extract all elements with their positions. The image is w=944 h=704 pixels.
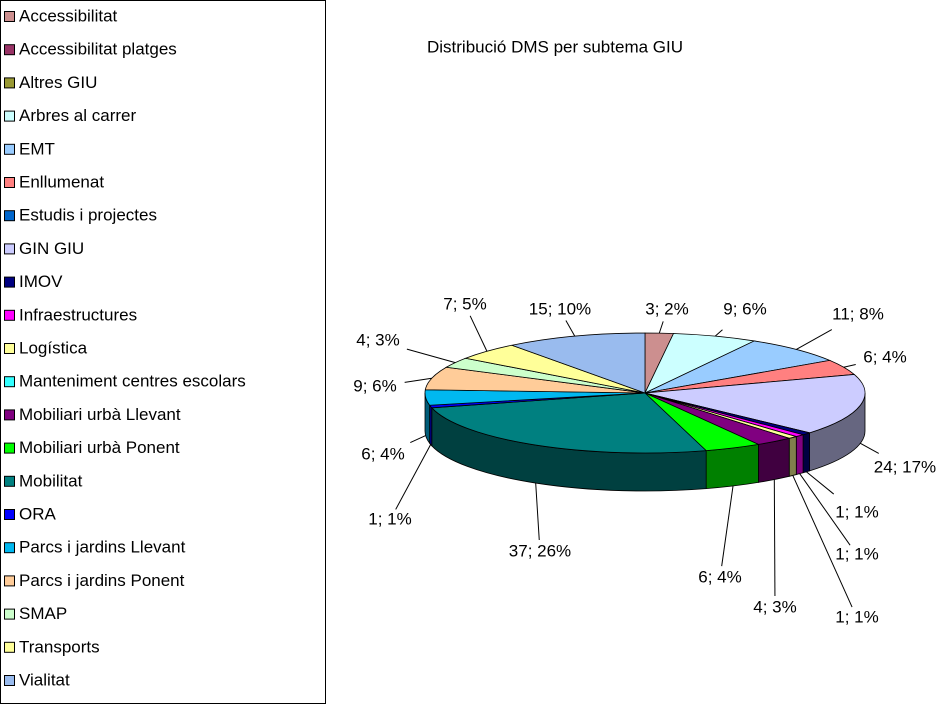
legend-swatch — [4, 575, 15, 587]
legend-swatch — [4, 77, 15, 89]
slice-side — [758, 437, 790, 483]
leader-line — [806, 471, 835, 495]
legend-swatch — [4, 110, 15, 122]
legend-swatch — [4, 542, 15, 554]
legend-swatch — [4, 343, 15, 354]
legend-label: Parcs i jardins Ponent — [19, 571, 185, 590]
legend-label: Mobiliari urbà Llevant — [19, 405, 181, 424]
legend-label: GIN GIU — [19, 239, 84, 258]
legend-label: Accessibilitat platges — [19, 40, 177, 59]
legend-label: Parcs i jardins Llevant — [19, 538, 186, 557]
legend-swatch — [4, 442, 15, 454]
slice — [644, 340, 832, 394]
leader-line — [714, 329, 723, 337]
leader-line — [404, 377, 432, 383]
data-label: 7; 5% — [443, 294, 486, 313]
legend-swatch — [4, 475, 15, 487]
data-label: 4; 3% — [356, 330, 399, 349]
legend-swatch — [4, 309, 15, 321]
leader-line — [773, 479, 776, 597]
leader-line — [860, 442, 880, 454]
slice-side — [795, 434, 804, 476]
leader-line — [792, 475, 853, 608]
legend-label: EMT — [19, 139, 55, 158]
legend-swatch — [4, 210, 15, 222]
slice — [430, 392, 708, 454]
leader-line — [658, 321, 664, 334]
legend-label: SMAP — [19, 604, 67, 623]
data-label: 9; 6% — [353, 376, 396, 395]
legend-swatch — [4, 608, 15, 620]
legend-swatch — [4, 143, 15, 155]
legend-swatch — [4, 509, 15, 520]
data-label: 1; 1% — [835, 502, 878, 521]
legend-label: Estudis i projectes — [19, 206, 157, 225]
legend-label: IMOV — [19, 272, 63, 291]
data-label: 4; 3% — [753, 597, 796, 616]
legend-label: Transports — [19, 637, 100, 656]
legend-box — [0, 0, 326, 704]
legend-swatch — [4, 177, 15, 188]
legend-label: Mobilitat — [19, 471, 83, 490]
legend-swatch — [4, 409, 15, 421]
leader-line — [565, 320, 576, 337]
data-label: 24; 17% — [874, 457, 936, 476]
leader-line — [395, 444, 432, 510]
slice — [644, 374, 866, 434]
leader-line — [406, 348, 456, 364]
legend-swatch — [4, 44, 15, 56]
legend-swatch — [4, 243, 15, 255]
legend-label: Logística — [19, 338, 88, 357]
legend-label: Vialitat — [19, 670, 70, 689]
legend-swatch — [4, 675, 15, 686]
leader-line — [535, 483, 540, 541]
legend-swatch — [4, 276, 15, 288]
slice-side — [705, 443, 759, 490]
data-label: 6; 4% — [361, 444, 404, 463]
leader-line — [799, 473, 851, 546]
legend-label: Mobiliari urbà Ponent — [19, 438, 180, 457]
legend-swatch — [4, 641, 15, 653]
leader-line — [469, 315, 488, 352]
data-label: 9; 6% — [723, 299, 766, 318]
data-label: 1; 1% — [835, 544, 878, 563]
leader-line — [721, 485, 734, 567]
legend-label: Manteniment centres escolars — [19, 372, 246, 391]
legend-swatch — [4, 11, 15, 22]
data-label: 3; 2% — [645, 299, 688, 318]
legend-label: Enllumenat — [19, 172, 104, 191]
legend-label: Altres GIU — [19, 73, 97, 92]
data-label: 11; 8% — [832, 304, 884, 323]
leader-line — [796, 329, 833, 350]
slice-side — [802, 432, 810, 474]
data-label: 1; 1% — [368, 509, 411, 528]
legend-label: Arbres al carrer — [19, 106, 136, 125]
legend-label: Accessibilitat — [19, 6, 118, 25]
leader-line — [843, 364, 856, 368]
data-label: 6; 4% — [698, 567, 741, 586]
data-label: 6; 4% — [863, 347, 906, 366]
legend-label: ORA — [19, 504, 57, 523]
chart-title: Distribució DMS per subtema GIU — [427, 37, 683, 56]
data-label: 37; 26% — [509, 541, 571, 560]
data-label: 1; 1% — [835, 607, 878, 626]
legend-label: Infraestructures — [19, 305, 137, 324]
data-label: 15; 10% — [529, 299, 591, 318]
leader-line — [410, 435, 426, 444]
legend-swatch — [4, 376, 15, 388]
slice-side — [788, 436, 797, 477]
